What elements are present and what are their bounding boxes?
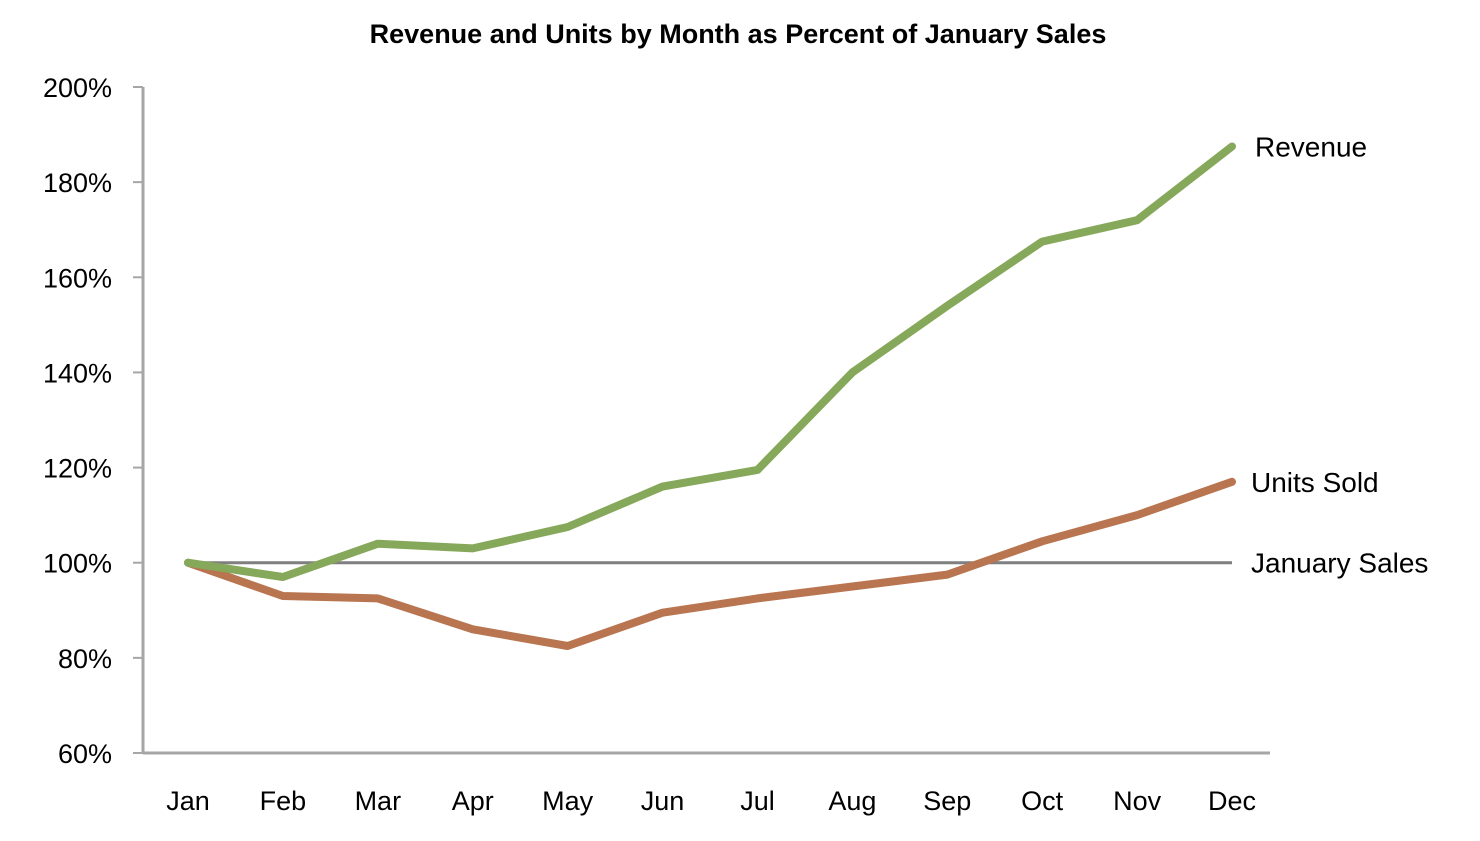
x-tick-label: Sep [923, 786, 971, 816]
x-tick-label: Dec [1208, 786, 1256, 816]
y-tick-label: 60% [58, 739, 112, 769]
series-label-units-sold: Units Sold [1251, 467, 1379, 498]
x-axis: Jan Feb Mar Apr May Jun Jul Aug Sep Oct Nov Dec [143, 751, 1270, 816]
x-tick-label: Jan [166, 786, 210, 816]
series-label-january-sales: January Sales [1251, 548, 1428, 579]
x-tick-label: Oct [1021, 786, 1064, 816]
chart-title: Revenue and Units by Month as Percent of… [370, 19, 1107, 49]
y-tick-label: 140% [43, 358, 112, 388]
y-axis: 60% 80% 100% 120% 140% 160% 180% 200% [43, 73, 145, 769]
y-tick-label: 80% [58, 644, 112, 674]
x-tick-label: Jul [740, 786, 775, 816]
series-label-revenue: Revenue [1255, 131, 1367, 162]
y-tick-label: 200% [43, 73, 112, 103]
x-tick-label: Nov [1113, 786, 1162, 816]
y-tick-label: 160% [43, 263, 112, 293]
x-tick-label: Aug [828, 786, 876, 816]
series-line-revenue [184, 142, 1236, 581]
series-lines [184, 142, 1236, 650]
series-line-units-sold [184, 477, 1236, 650]
series-labels: January Sales Units Sold Revenue [1251, 131, 1428, 578]
x-tick-label: Jun [641, 786, 685, 816]
y-tick-label: 180% [43, 168, 112, 198]
y-tick-label: 100% [43, 549, 112, 579]
y-tick-label: 120% [43, 454, 112, 484]
x-tick-label: May [542, 786, 594, 816]
x-tick-label: Feb [260, 786, 307, 816]
x-tick-label: Apr [452, 786, 494, 816]
x-tick-label: Mar [355, 786, 402, 816]
